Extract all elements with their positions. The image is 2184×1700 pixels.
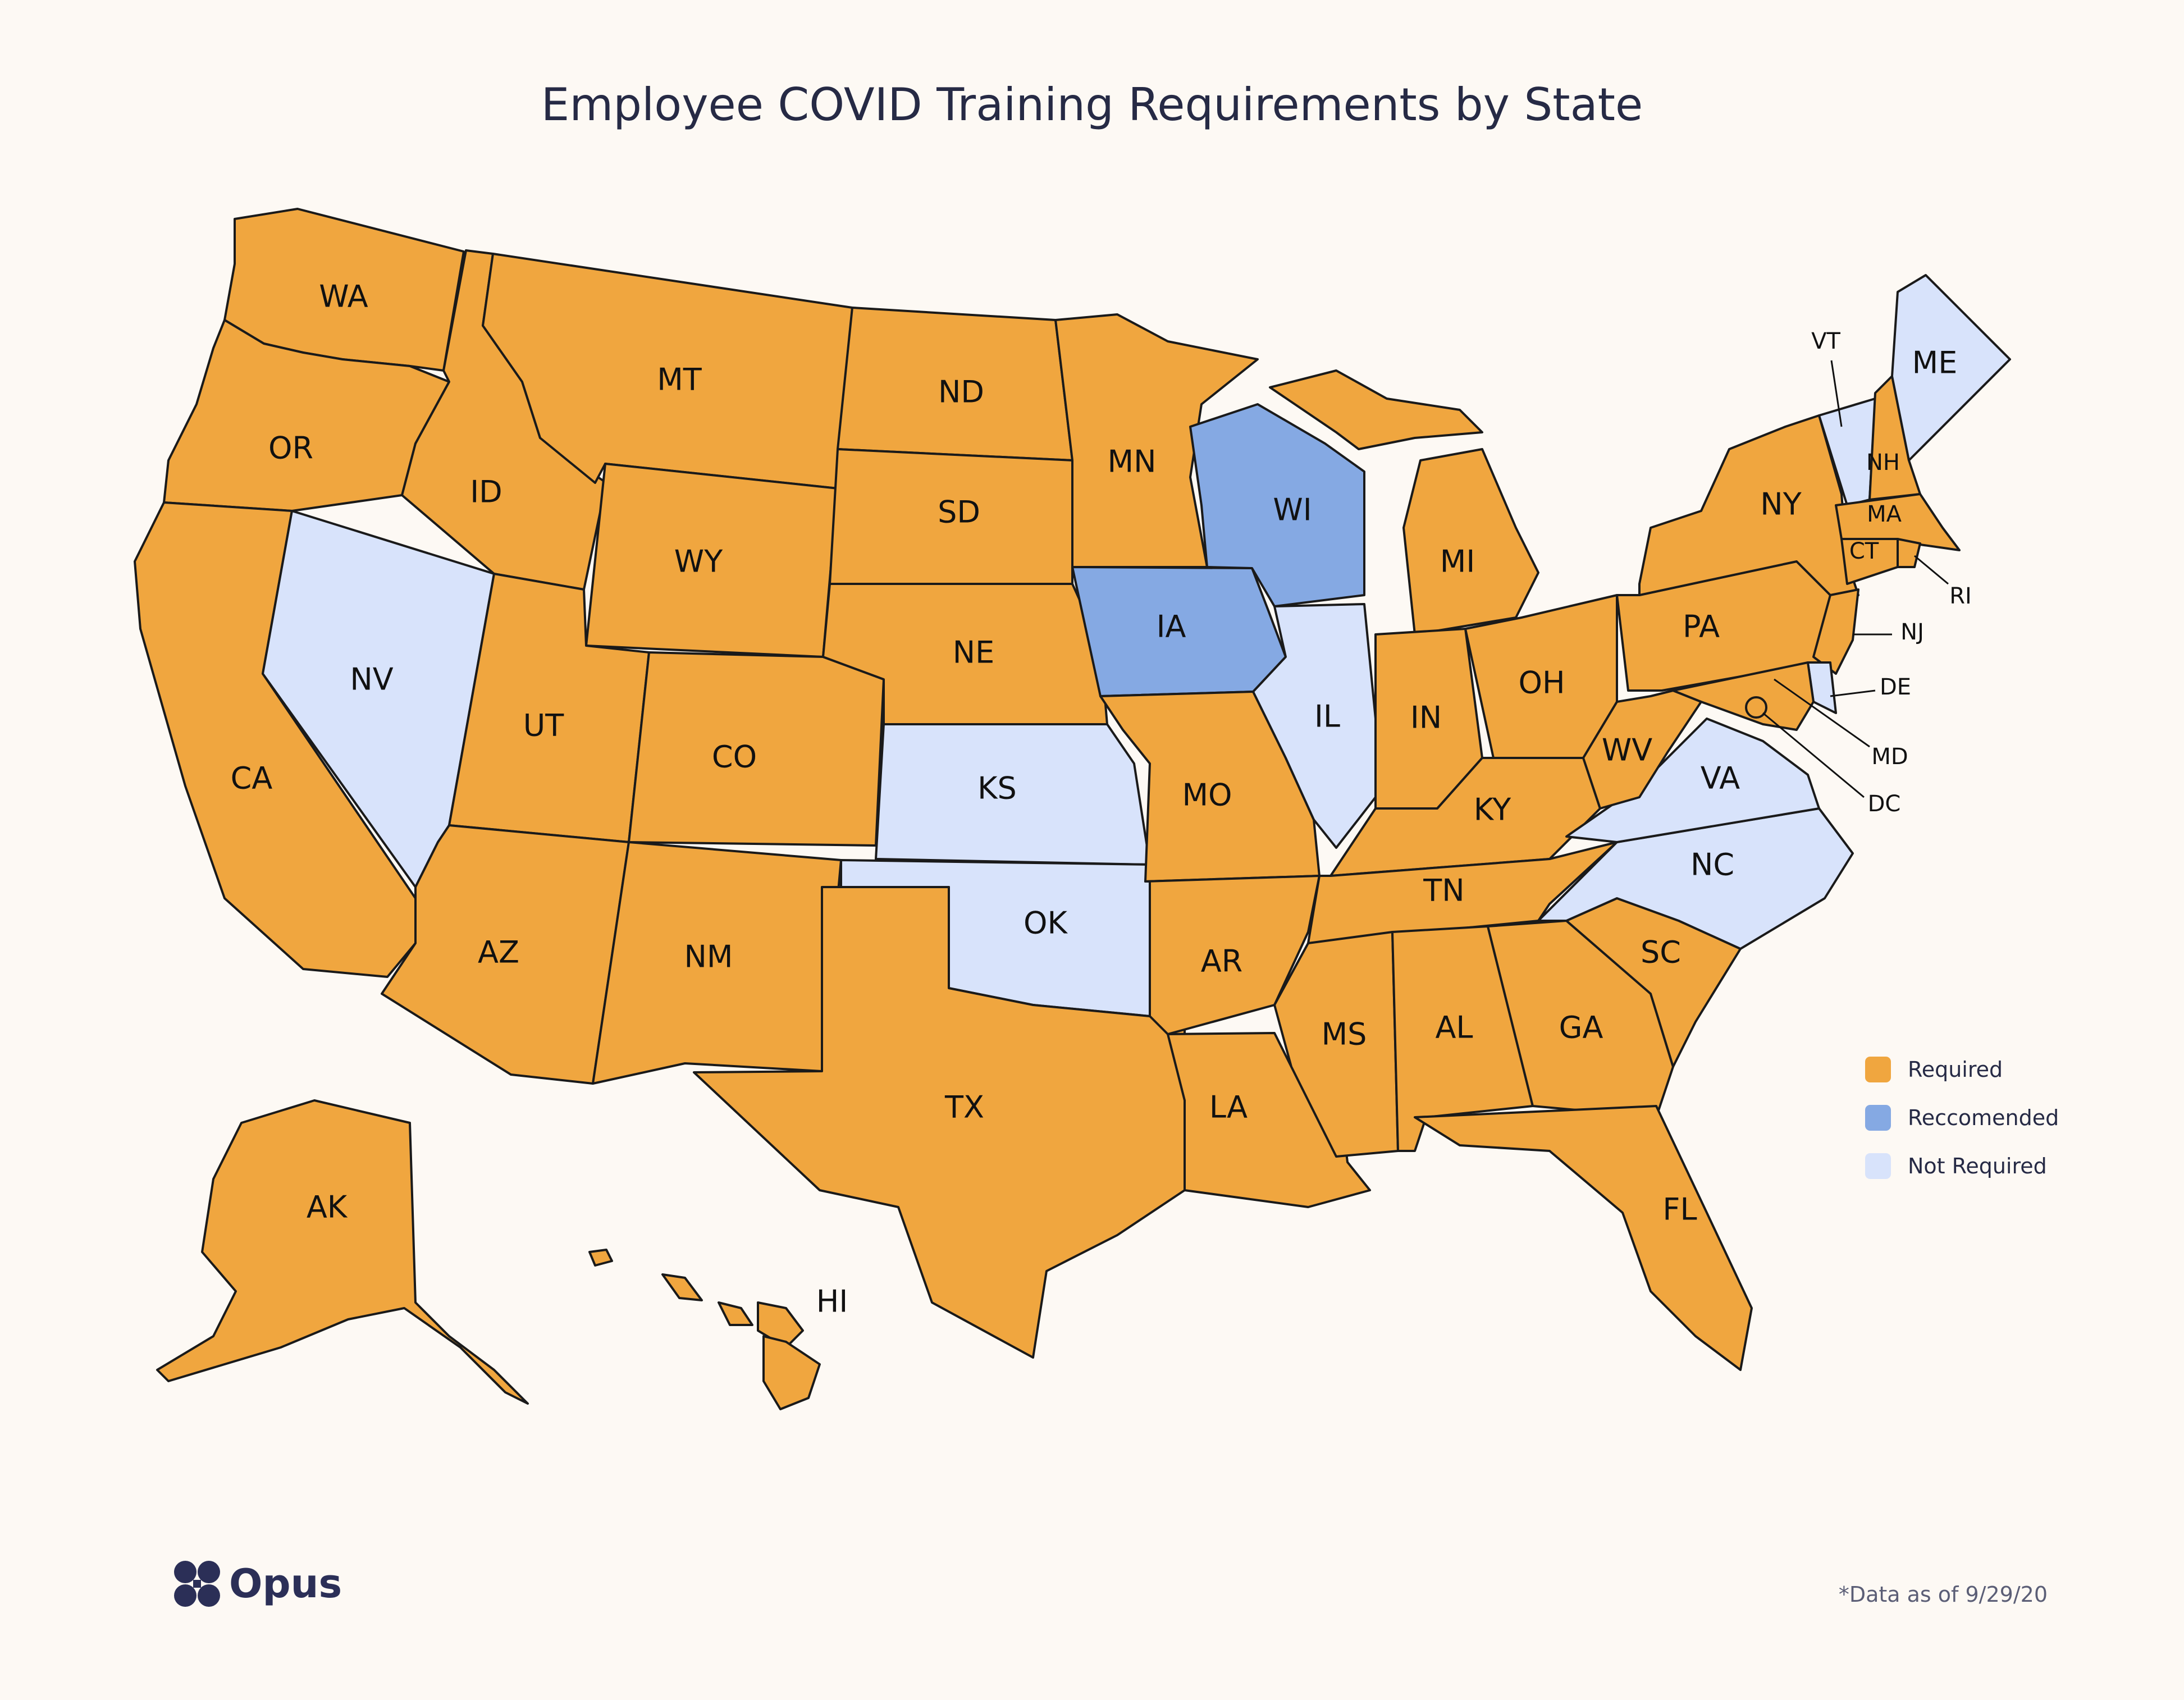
state-label-ga: GA (1559, 1010, 1603, 1045)
state-hi2 (718, 1301, 753, 1326)
state-label-oh: OH (1518, 665, 1565, 701)
legend-item-recommended: Reccomended (1865, 1094, 2059, 1142)
state-label-ma: MA (1867, 501, 1902, 527)
state-label-ri: RI (1949, 583, 1972, 609)
map-title: Employee COVID Training Requirements by … (541, 79, 1643, 131)
state-label-wv: WV (1602, 733, 1652, 768)
state-label-il: IL (1314, 699, 1340, 734)
state-label-de: DE (1880, 674, 1911, 700)
state-label-md: MD (1871, 744, 1908, 770)
state-label-hi: HI (816, 1284, 848, 1319)
state-label-nm: NM (684, 939, 733, 975)
legend-swatch-required (1865, 1057, 1891, 1082)
state-hi3 (661, 1273, 703, 1301)
state-label-ct: CT (1849, 538, 1879, 564)
state-md (1672, 661, 1815, 731)
legend: Required Reccomended Not Required (1865, 1045, 2059, 1190)
state-label-nj: NJ (1900, 619, 1924, 645)
state-label-mn: MN (1108, 444, 1157, 479)
state-wi (1189, 403, 1365, 607)
state-hi1 (757, 1301, 804, 1349)
state-label-wy: WY (674, 544, 723, 579)
state-miup (1269, 369, 1483, 450)
legend-item-not-required: Not Required (1865, 1142, 2059, 1190)
state-label-wa: WA (319, 279, 368, 314)
state-label-az: AZ (478, 935, 519, 970)
state-label-vt: VT (1811, 328, 1840, 354)
state-me (1891, 274, 2011, 461)
state-tx (693, 886, 1186, 1359)
state-il (1252, 603, 1377, 849)
state-nh (1868, 375, 1921, 501)
state-label-ca: CA (231, 761, 273, 796)
state-label-co: CO (712, 739, 757, 775)
state-hi5 (762, 1335, 821, 1410)
state-label-pa: PA (1683, 609, 1720, 645)
state-label-in: IN (1410, 700, 1442, 735)
state-nj (1812, 588, 1859, 675)
state-label-or: OR (268, 431, 313, 466)
legend-swatch-not-required (1865, 1153, 1891, 1179)
state-label-al: AL (1435, 1010, 1473, 1045)
state-ks (875, 723, 1151, 866)
opus-logo-icon (174, 1561, 220, 1607)
leader-line-md (1774, 678, 1870, 748)
state-fl (1414, 1105, 1753, 1371)
state-label-dc: DC (1868, 791, 1901, 817)
state-label-ia: IA (1157, 609, 1186, 645)
legend-item-required: Required (1865, 1045, 2059, 1094)
state-label-ok: OK (1024, 906, 1068, 941)
state-label-ut: UT (523, 708, 565, 743)
state-label-mo: MO (1182, 778, 1232, 813)
state-label-tn: TN (1423, 873, 1464, 908)
data-date-footnote: *Data as of 9/29/20 (1838, 1582, 2048, 1607)
state-label-ky: KY (1474, 792, 1511, 828)
state-hi4 (588, 1249, 613, 1267)
state-label-wi: WI (1273, 492, 1312, 528)
state-label-ar: AR (1201, 944, 1242, 979)
state-label-ks: KS (977, 771, 1017, 806)
leader-line-ri (1914, 555, 1949, 585)
state-label-sd: SD (938, 495, 980, 530)
state-label-id: ID (470, 474, 502, 510)
state-label-nh: NH (1866, 450, 1900, 476)
legend-label-required: Required (1908, 1057, 2003, 1082)
state-ak (156, 1099, 529, 1405)
state-label-ms: MS (1322, 1017, 1367, 1052)
legend-label-recommended: Reccomended (1908, 1105, 2059, 1130)
state-label-nc: NC (1690, 847, 1734, 883)
state-label-sc: SC (1641, 935, 1681, 970)
brand-logo: Opus (173, 1560, 342, 1608)
leader-line-vt (1830, 360, 1843, 427)
leader-line-de (1830, 689, 1876, 697)
state-label-la: LA (1209, 1090, 1248, 1125)
state-ny (1638, 414, 1859, 596)
brand-name: Opus (229, 1561, 342, 1607)
state-mi (1402, 448, 1539, 636)
state-ri (1897, 538, 1921, 568)
state-label-ne: NE (953, 635, 995, 670)
state-label-mi: MI (1440, 544, 1475, 579)
state-co (628, 651, 885, 847)
legend-label-not-required: Not Required (1908, 1154, 2047, 1178)
state-dc (1745, 696, 1767, 719)
state-nm (592, 841, 842, 1085)
state-label-mt: MT (657, 362, 702, 397)
state-label-va: VA (1701, 761, 1740, 796)
state-label-ak: AK (307, 1190, 348, 1225)
leader-line-dc (1762, 712, 1865, 798)
state-label-nv: NV (350, 662, 393, 697)
state-label-nd: ND (938, 374, 984, 410)
state-label-tx: TX (944, 1090, 984, 1125)
state-label-fl: FL (1662, 1192, 1697, 1227)
legend-swatch-recommended (1865, 1105, 1891, 1131)
state-label-me: ME (1912, 345, 1958, 381)
state-label-ny: NY (1760, 487, 1802, 522)
